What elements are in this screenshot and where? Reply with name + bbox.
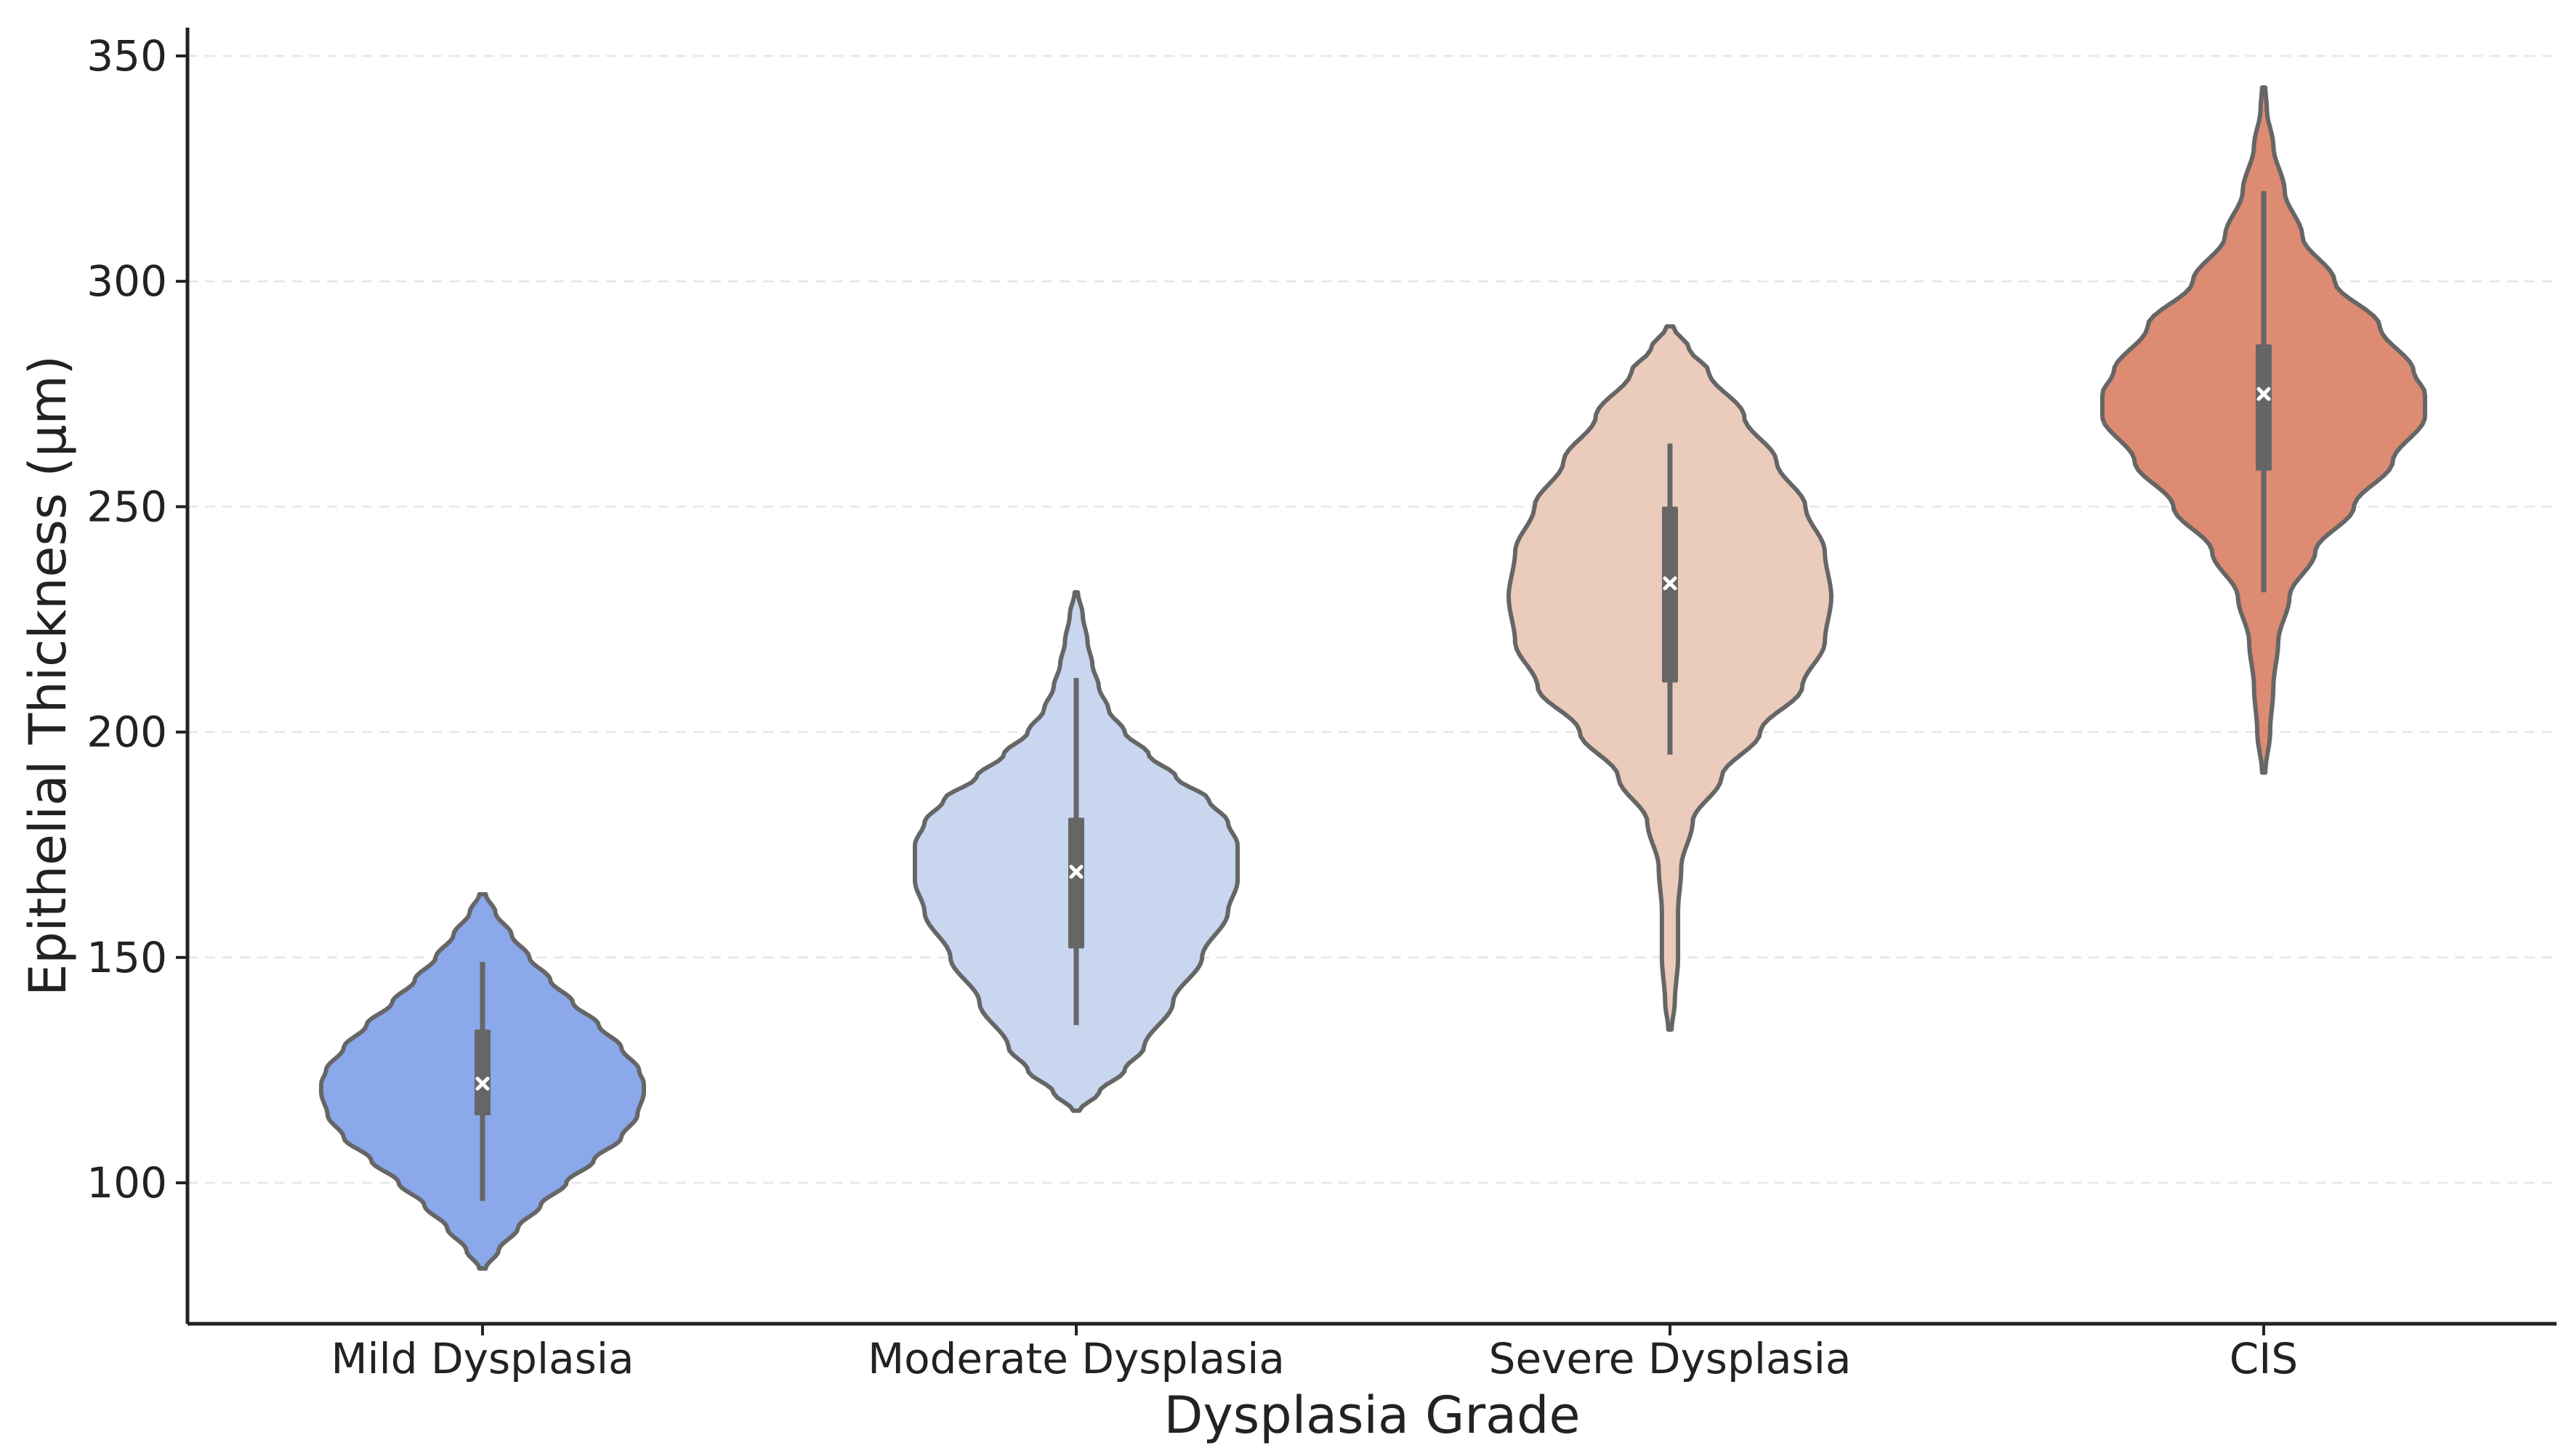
violin-group xyxy=(1506,324,1833,1032)
y-tick-label: 350 xyxy=(86,31,167,81)
violin-group xyxy=(913,590,1240,1113)
y-tick-label: 200 xyxy=(86,708,167,757)
y-tick-label: 250 xyxy=(86,482,167,531)
violin-median-marker xyxy=(1663,576,1677,591)
violin-group xyxy=(2100,85,2427,775)
violin-group xyxy=(319,891,646,1271)
x-axis-title: Dysplasia Grade xyxy=(1163,1386,1580,1445)
y-tick-label: 100 xyxy=(86,1158,167,1208)
x-ticks: Mild Dysplasia Moderate Dysplasia Severe D… xyxy=(331,1324,2298,1383)
violins xyxy=(319,85,2427,1271)
violin-iqr-box xyxy=(1662,506,1678,683)
y-tick-label: 300 xyxy=(86,256,167,306)
axes xyxy=(185,28,2557,1326)
y-axis-title: Epithelial Thickness (µm) xyxy=(18,355,78,996)
x-tick-label: Moderate Dysplasia xyxy=(868,1334,1285,1383)
x-tick-label: Severe Dysplasia xyxy=(1489,1334,1852,1383)
y-tick-label: 150 xyxy=(86,933,167,982)
violin-median-marker xyxy=(2256,387,2271,401)
violin-iqr-box xyxy=(475,1030,491,1115)
violin-iqr-box xyxy=(2256,344,2272,471)
violin-median-marker xyxy=(1069,865,1084,879)
violin-iqr-box xyxy=(1068,817,1084,949)
y-ticks: 100 150 200 250 300 350 xyxy=(86,31,187,1208)
gridlines xyxy=(187,54,2557,1184)
x-tick-label: Mild Dysplasia xyxy=(331,1334,634,1383)
violin-median-marker xyxy=(475,1077,490,1091)
x-tick-label: CIS xyxy=(2230,1334,2298,1383)
